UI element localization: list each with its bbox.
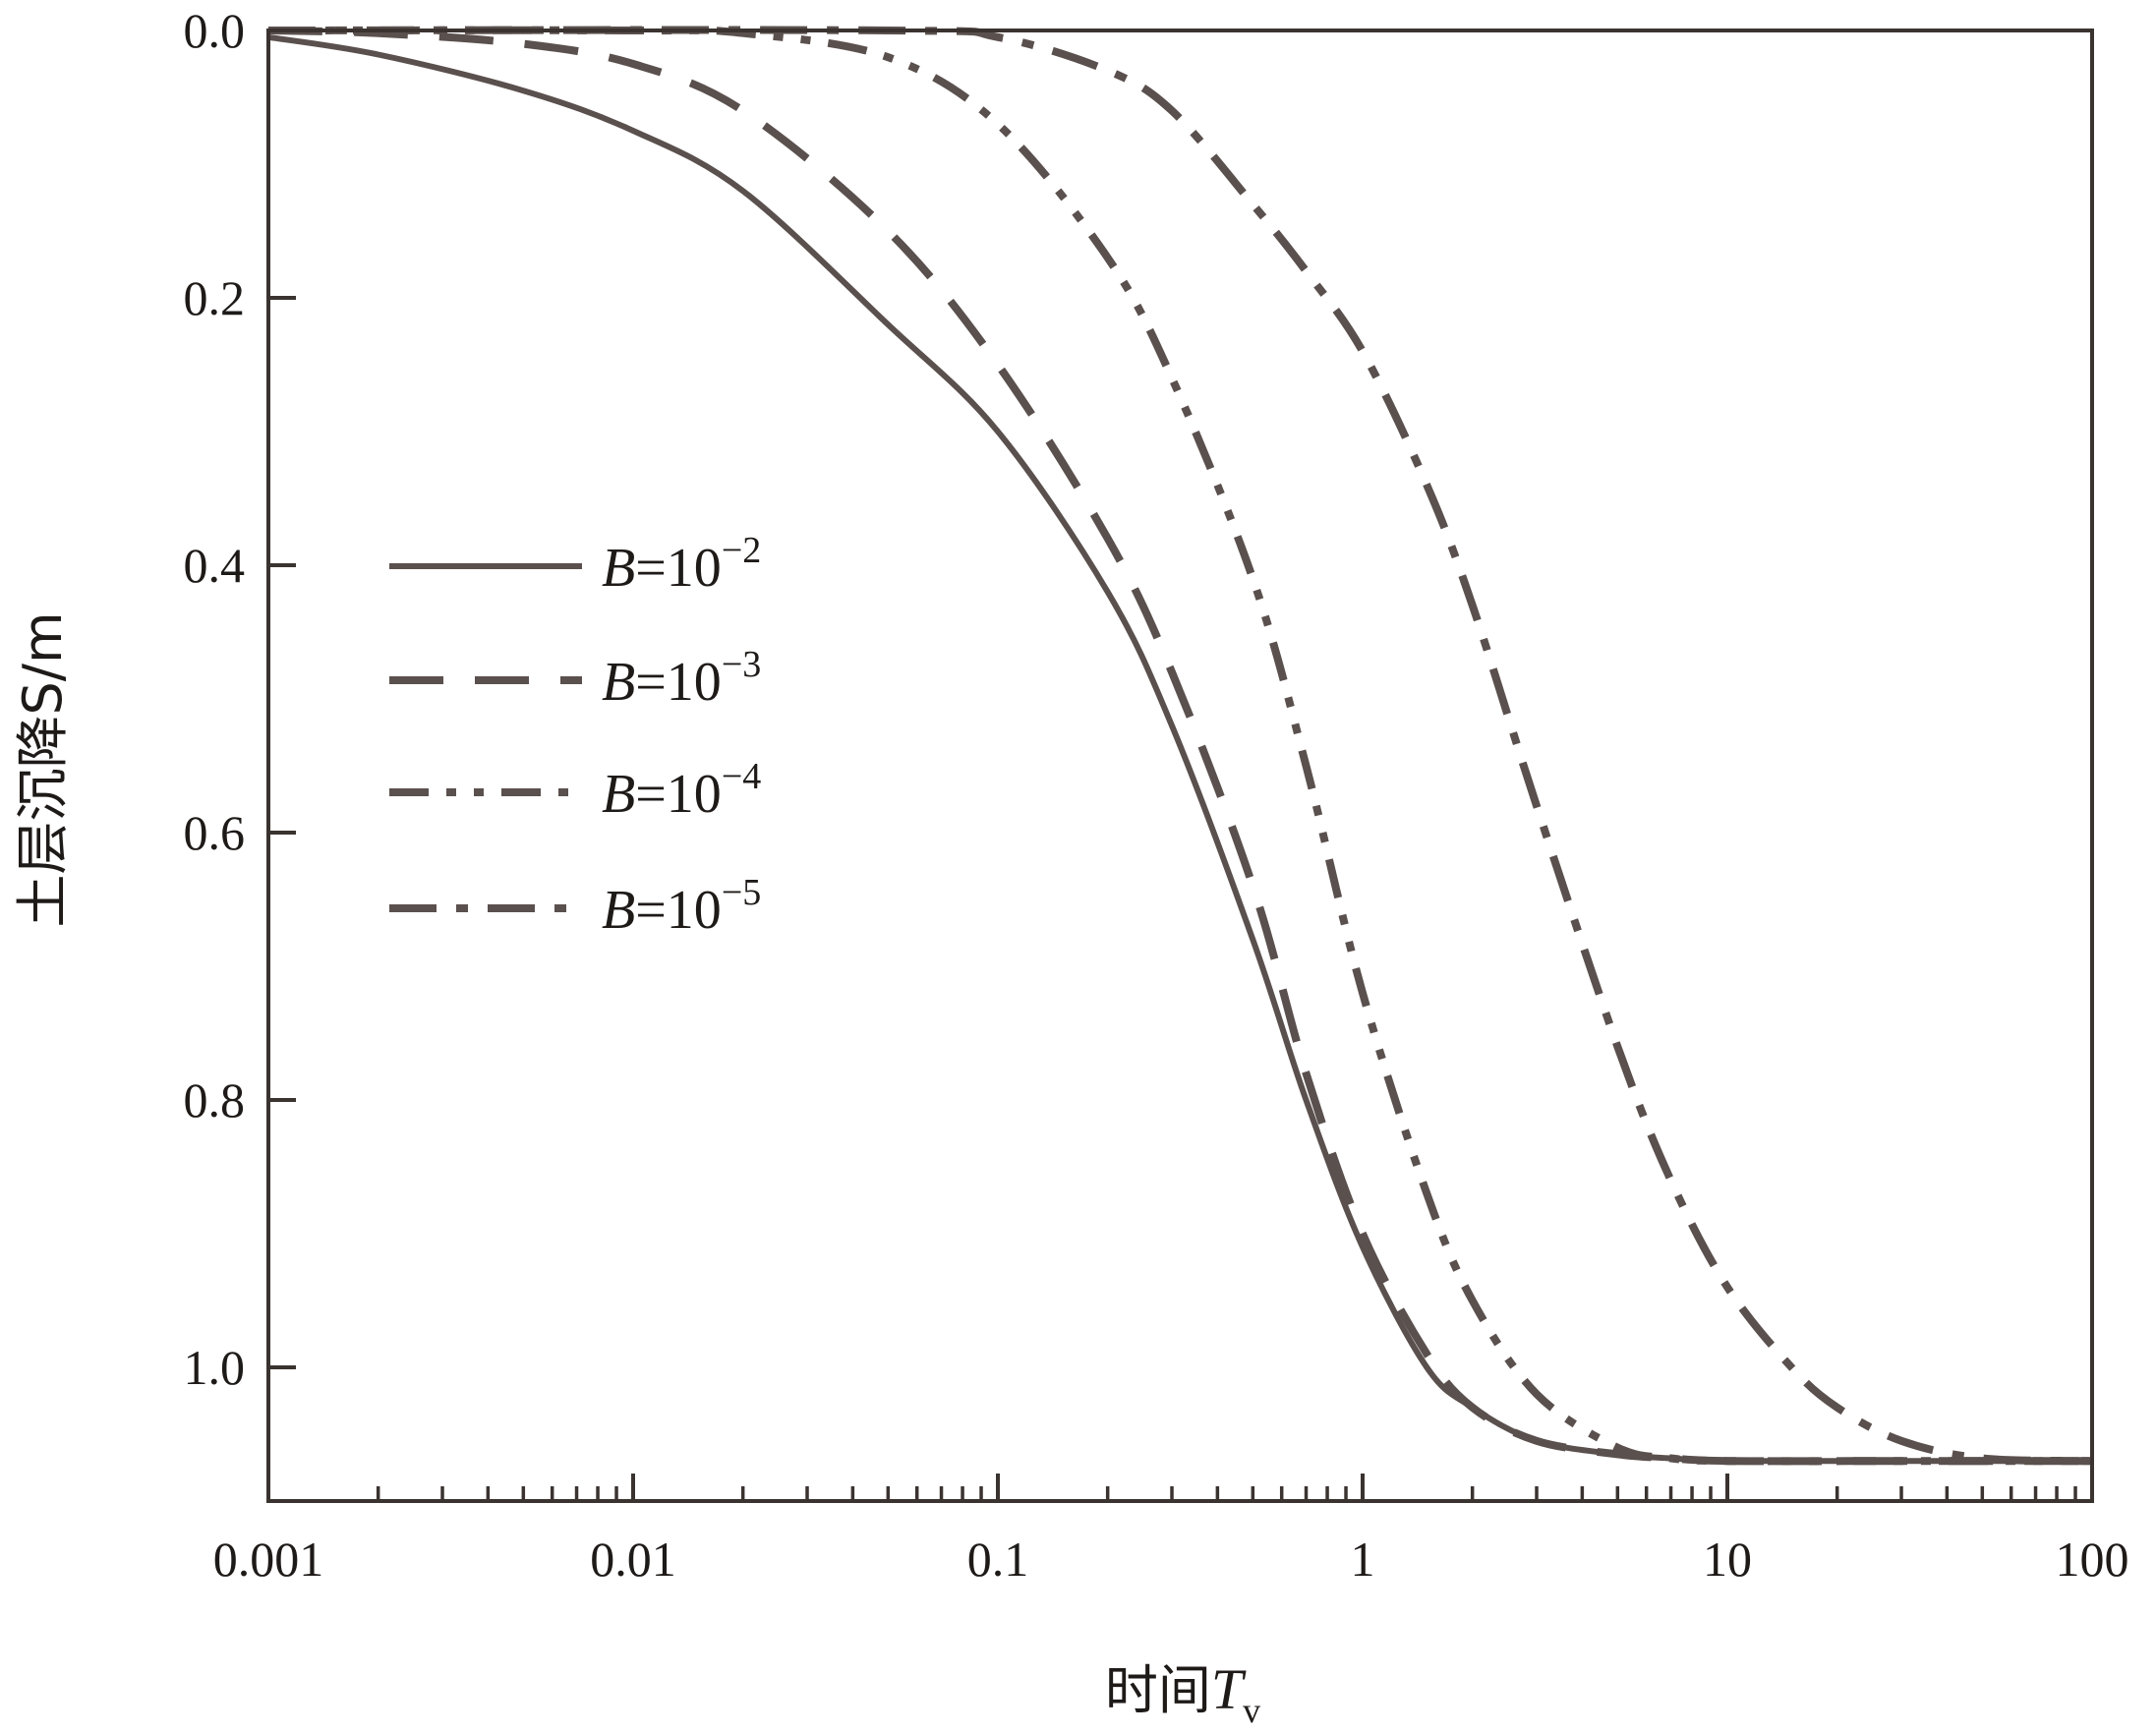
plot-frame	[266, 29, 2094, 1503]
y-axis-label: 土层沉降S/m	[12, 611, 74, 927]
series-lines	[267, 26, 2093, 1466]
series-line-2	[267, 27, 2092, 1466]
y-tick-label: 1.0	[184, 1340, 246, 1395]
x-tick-label: 0.01	[590, 1532, 676, 1587]
legend-label-4: B=10−5	[602, 872, 761, 941]
series-line-3	[267, 26, 2092, 1466]
x-axis-label-text: 时间	[1105, 1659, 1211, 1721]
x-tick-label: 10	[1703, 1532, 1752, 1587]
legend: B=10−2 B=10−3 B=10−4 B=10−5	[389, 530, 761, 941]
x-axis-symbol: T	[1211, 1657, 1247, 1721]
x-tick-label: 1	[1351, 1532, 1375, 1587]
y-tick-label: 0.6	[184, 805, 246, 860]
y-tick-label: 0.4	[184, 538, 246, 593]
y-tick-label: 0.8	[184, 1072, 246, 1128]
y-tick-label: 0.2	[184, 270, 246, 325]
legend-label-3: B=10−4	[602, 756, 761, 825]
x-axis-ticks: 0.001 0.01 0.1 1 10 100	[213, 1474, 2129, 1587]
y-tick-label: 0.0	[184, 3, 246, 58]
x-axis-label: 时间Tv	[1105, 1657, 1260, 1730]
legend-label-1: B=10−2	[602, 530, 761, 599]
x-axis-subscript: v	[1243, 1691, 1260, 1730]
x-tick-label: 0.001	[213, 1532, 324, 1587]
x-tick-label: 0.1	[967, 1532, 1029, 1587]
y-axis-ticks: 0.0 0.2 0.4 0.6 0.8 1.0	[184, 3, 296, 1395]
x-tick-label: 100	[2056, 1532, 2129, 1587]
series-line-4	[267, 26, 2093, 1466]
series-line-1	[267, 33, 2092, 1465]
legend-label-2: B=10−3	[602, 644, 761, 713]
